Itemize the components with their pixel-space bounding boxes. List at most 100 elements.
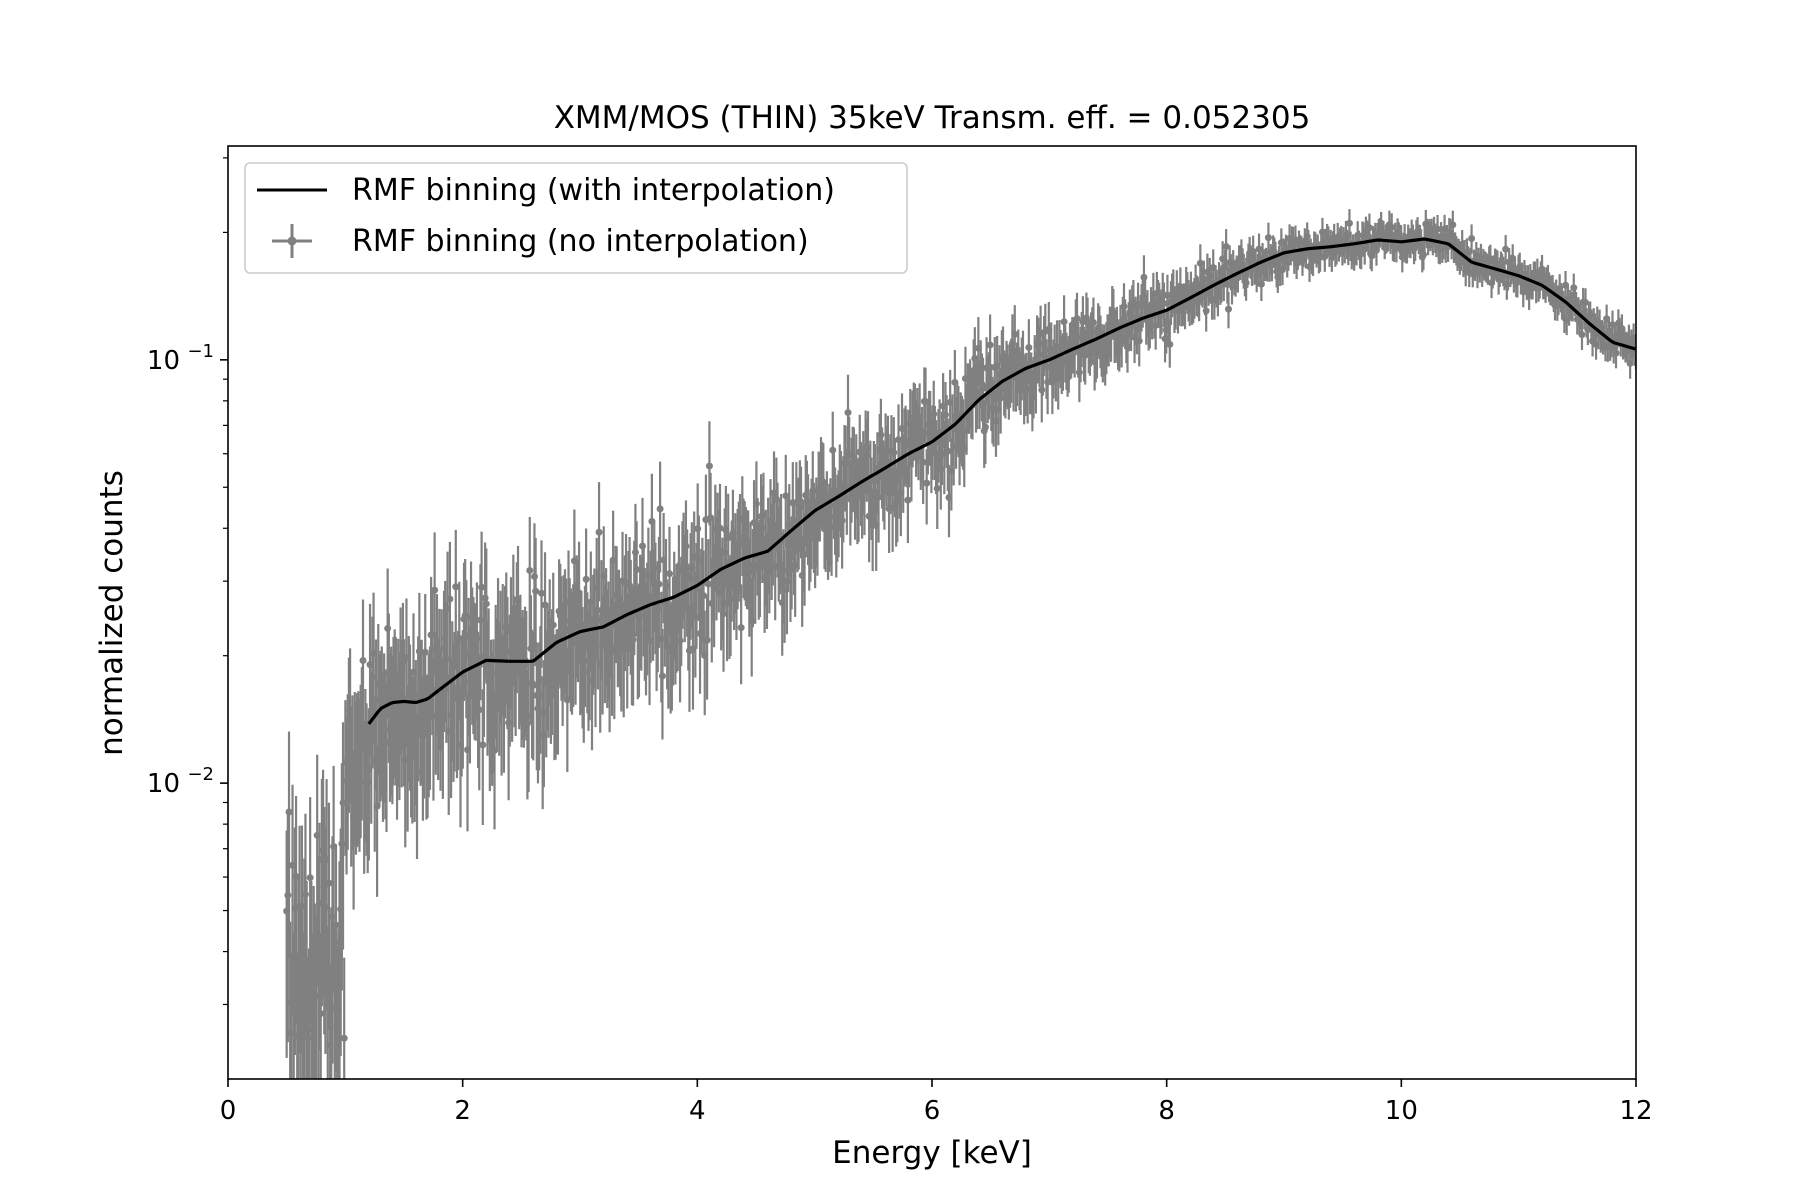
errorbar-point <box>1388 223 1396 231</box>
errorbar-point <box>530 572 538 580</box>
errorbar-point <box>1202 307 1210 315</box>
errorbar-point <box>633 566 641 574</box>
errorbar-point <box>737 624 745 632</box>
errorbar-point <box>1120 302 1128 310</box>
errorbar-point <box>877 431 885 439</box>
model-series <box>367 237 1636 725</box>
plot-area <box>227 145 1637 1080</box>
y-tick-label-base: 10 <box>147 346 180 376</box>
errorbar-point <box>475 706 483 714</box>
errorbar-point <box>1419 251 1427 259</box>
errorbar-point <box>1264 234 1272 242</box>
errorbar-point <box>829 446 837 454</box>
errorbar-point <box>482 600 490 608</box>
errorbar-point <box>700 592 708 600</box>
errorbar-point <box>301 890 309 898</box>
errorbar-point <box>838 516 846 524</box>
errorbar-point <box>1570 284 1578 292</box>
errorbar-point <box>446 595 454 603</box>
errorbar-point <box>655 580 663 588</box>
x-tick-label: 6 <box>924 1096 941 1126</box>
errorbar-point <box>582 575 590 583</box>
errorbar-point <box>941 411 949 419</box>
errorbar-point <box>1257 280 1265 288</box>
errorbar-point <box>1081 351 1089 359</box>
errorbar-point <box>325 879 333 887</box>
y-tick-label-exponent: −1 <box>187 341 214 362</box>
x-tick-label: 0 <box>220 1096 237 1126</box>
errorbar-point <box>479 741 487 749</box>
errorbar-point <box>904 496 912 504</box>
x-tick-label: 2 <box>454 1096 471 1126</box>
errorbar-point <box>694 525 702 533</box>
errorbar-point <box>724 534 732 542</box>
errorbar-point <box>720 610 728 618</box>
errorbar-point <box>1032 376 1040 384</box>
errorbar-point <box>716 524 724 532</box>
errorbar-point <box>1025 344 1033 352</box>
y-axis: 10 −2 10 −1 <box>147 157 228 1006</box>
errorbar-point <box>923 479 931 487</box>
errorbar-point <box>1632 351 1636 359</box>
errorbar-point <box>1140 273 1148 281</box>
errorbar-point <box>666 570 674 578</box>
errorbar-point <box>1222 243 1230 251</box>
errorbar-point <box>971 354 979 362</box>
errorbar-point <box>1578 331 1586 339</box>
chart-title: XMM/MOS (THIN) 35keV Transm. eff. = 0.05… <box>554 100 1311 136</box>
y-tick-label-base: 10 <box>147 769 180 799</box>
errorbar-point <box>526 566 534 574</box>
x-tick-label: 4 <box>689 1096 706 1126</box>
errorbar-point <box>890 449 898 457</box>
errorbar-point <box>481 594 489 602</box>
x-tick-label: 10 <box>1385 1096 1418 1126</box>
errorbar-point <box>997 394 1005 402</box>
errorbar-point <box>919 458 927 466</box>
errorbar-point <box>536 675 544 683</box>
errorbar-point <box>752 500 760 508</box>
x-tick-label: 8 <box>1158 1096 1175 1126</box>
errorbar-point <box>1160 299 1168 307</box>
x-axis: 0 2 4 6 8 10 12 <box>220 1079 1653 1126</box>
errorbar-point <box>844 409 852 417</box>
errorbar-point <box>656 505 664 513</box>
errorbar-point <box>782 492 790 500</box>
legend-box <box>244 162 908 274</box>
errorbar-point <box>595 528 603 536</box>
errorbar-point <box>452 583 460 591</box>
errorbar-point <box>1089 318 1097 326</box>
errorbar-point <box>332 921 340 929</box>
legend-swatch-errorbar <box>272 224 312 258</box>
errorbar-point <box>1345 219 1353 227</box>
errorbar-point <box>682 542 690 550</box>
errorbar-point <box>1011 330 1019 338</box>
legend: RMF binning (with interpolation) RMF bin… <box>244 162 908 274</box>
errorbar-point <box>478 583 486 591</box>
errorbar-point <box>1038 386 1046 394</box>
errorbar-point <box>538 589 546 597</box>
errorbar-point <box>306 874 314 882</box>
errorbar-point <box>1224 305 1232 313</box>
legend-label-errorbar: RMF binning (no interpolation) <box>352 224 809 259</box>
errorbar-point <box>1449 221 1457 229</box>
errorbar-point <box>1196 259 1204 267</box>
errorbar-point <box>933 484 941 492</box>
errorbar-point <box>801 550 809 558</box>
errorbar-point <box>284 891 292 899</box>
legend-label-model: RMF binning (with interpolation) <box>352 173 835 208</box>
errorbar-point <box>1075 368 1083 376</box>
errorbar-point <box>1612 349 1620 357</box>
errorbar-point <box>1434 225 1442 233</box>
errorbar-point <box>875 493 883 501</box>
errorbar-point <box>1135 337 1143 345</box>
model-curve-line <box>367 237 1636 725</box>
errorbar-point <box>431 586 439 594</box>
errorbar-point <box>1060 318 1068 326</box>
errorbar-point <box>705 462 713 470</box>
errorbar-point <box>676 637 684 645</box>
errorbar-point <box>317 1010 325 1018</box>
y-tick-label: 10 <box>147 346 180 376</box>
errorbar-point <box>930 410 938 418</box>
